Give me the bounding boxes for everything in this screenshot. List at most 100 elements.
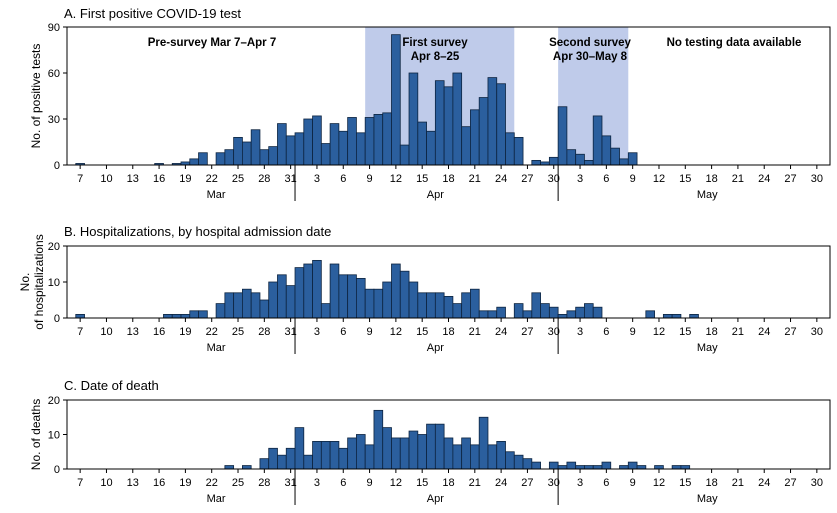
data-bar [180,313,191,319]
data-bar [531,461,541,470]
data-bar [627,461,638,470]
data-bar [505,451,515,470]
y-tick-label: 10 [48,430,60,442]
y-tick-label: 90 [48,22,60,34]
month-label: Apr [427,189,444,201]
x-tick-label: 24 [758,477,770,489]
data-bar [531,159,541,166]
data-bar [478,97,489,166]
x-tick-label: 9 [630,173,636,185]
x-tick-label: 22 [206,326,218,338]
data-bar [277,454,287,470]
x-tick-label: 24 [495,326,507,338]
data-bar [513,136,524,166]
data-bar [250,292,261,319]
data-bar [285,447,296,470]
x-tick-label: 30 [548,326,560,338]
x-tick-label: 12 [390,173,402,185]
x-tick-label: 6 [340,173,346,185]
x-tick-label: 6 [603,326,609,338]
data-bar [548,156,559,166]
x-tick-label: 9 [630,477,636,489]
data-bar [171,313,182,319]
y-axis-label: No. of positive tests [29,44,43,149]
x-tick-label: 19 [179,477,191,489]
y-tick-label: 0 [54,464,60,476]
period-annotation: Second survey Apr 30–May 8 [549,37,631,63]
data-bar [329,440,340,470]
period-annotation: Pre-survey Mar 7–Apr 7 [148,37,276,49]
data-bar [75,313,85,319]
panel-b-hospitalizations: B. Hospitalizations, by hospital admissi… [18,224,831,354]
x-tick-label: 30 [811,173,823,185]
x-tick-label: 9 [367,173,373,185]
data-bar [320,143,331,166]
x-tick-label: 6 [340,477,346,489]
x-tick-label: 28 [258,326,270,338]
x-tick-label: 31 [285,477,297,489]
data-bar [487,77,498,166]
y-axis-label: No.of hospitalizations [18,234,46,329]
x-tick-label: 7 [77,173,83,185]
x-tick-label: 27 [784,326,796,338]
data-bar [470,109,480,166]
data-bar [461,292,471,319]
data-bar [557,313,568,319]
data-bar [268,281,278,319]
y-tick-label: 30 [48,114,60,126]
data-bar [399,270,410,319]
data-bar [399,144,410,166]
data-bar [443,86,454,166]
data-bar [408,72,419,166]
data-bar [575,153,585,166]
data-bar [601,135,612,166]
x-tick-label: 15 [416,173,428,185]
x-tick-label: 10 [100,477,112,489]
data-bar [294,427,305,470]
data-bar [268,447,278,470]
x-tick-label: 7 [77,477,83,489]
x-tick-label: 27 [784,173,796,185]
data-bar [452,444,463,470]
y-tick-label: 0 [54,313,60,325]
data-bar [285,285,296,319]
x-tick-label: 15 [679,173,691,185]
data-bar [513,454,524,470]
data-bar [417,292,427,319]
x-tick-label: 30 [548,477,560,489]
data-bar [312,259,322,319]
x-tick-label: 28 [258,173,270,185]
month-label: Apr [427,342,444,354]
data-bar [487,310,498,319]
data-bar [452,72,463,166]
data-bar [215,152,226,166]
data-bar [224,149,235,166]
data-bar [592,306,603,319]
data-bar [312,115,322,166]
data-bar [347,274,357,319]
data-bar [584,303,594,319]
data-bar [250,129,261,166]
data-bar [382,281,392,319]
x-tick-label: 18 [442,477,454,489]
x-tick-label: 3 [577,326,583,338]
x-tick-label: 24 [495,477,507,489]
x-tick-label: 16 [153,173,165,185]
x-tick-label: 13 [127,326,139,338]
data-bar [382,112,392,166]
data-bar [356,434,366,470]
data-bar [592,465,603,470]
data-bar [329,123,340,166]
data-bar [338,274,349,319]
x-tick-label: 3 [577,477,583,489]
x-tick-label: 18 [442,173,454,185]
data-bar [636,465,647,470]
y-tick-label: 10 [48,277,60,289]
data-bar [294,132,305,166]
x-tick-label: 21 [732,477,744,489]
data-bar [277,274,287,319]
data-bar [312,440,322,470]
x-tick-label: 24 [758,173,770,185]
data-bar [680,465,691,470]
x-tick-label: 24 [495,173,507,185]
